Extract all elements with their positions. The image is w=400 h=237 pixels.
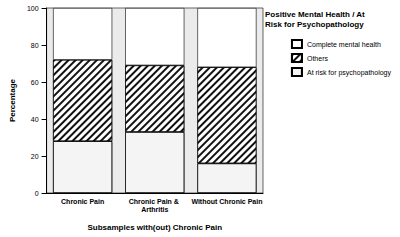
svg-text:Without Chronic Pain: Without Chronic Pain [191,198,262,205]
svg-text:Complete mental health: Complete mental health [307,41,381,49]
svg-text:0: 0 [35,190,39,197]
svg-text:80: 80 [31,42,39,49]
svg-text:20: 20 [31,153,39,160]
svg-text:100: 100 [27,5,39,12]
svg-text:40: 40 [31,116,39,123]
svg-text:60: 60 [31,79,39,86]
svg-text:Chronic Pain: Chronic Pain [61,198,104,205]
svg-text:Subsamples with(out) Chronic P: Subsamples with(out) Chronic Pain [87,223,222,232]
svg-text:Percentage: Percentage [8,78,17,122]
svg-text:Risk for Psychopathology: Risk for Psychopathology [265,20,364,29]
svg-text:At risk for psychopathology: At risk for psychopathology [307,69,392,77]
svg-text:Others: Others [307,55,329,62]
svg-text:Arthritis: Arthritis [141,206,168,213]
svg-text:Chronic Pain &: Chronic Pain & [129,198,181,205]
svg-text:Positive Mental Health / At: Positive Mental Health / At [265,10,367,19]
